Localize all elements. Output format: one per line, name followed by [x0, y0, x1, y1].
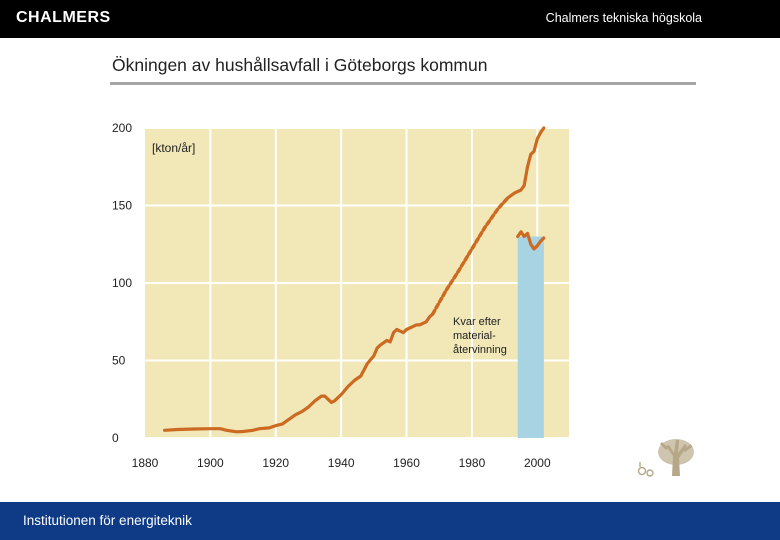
university-name: Chalmers tekniska högskola [545, 11, 702, 25]
x-tick-label: 2000 [524, 456, 551, 470]
x-tick-label: 1960 [393, 456, 420, 470]
series-line-total-1 [430, 196, 510, 316]
series-line-recycling [516, 230, 546, 251]
series-line-total-0 [163, 312, 435, 434]
y-tick-label: 0 [112, 431, 119, 445]
annotation-text: återvinning [453, 344, 507, 356]
footer-bar: Institutionen för energiteknik [0, 502, 780, 540]
x-tick-label: 1880 [132, 456, 159, 470]
department-name: Institutionen för energiteknik [23, 513, 192, 528]
recycling-bar [517, 236, 544, 438]
annotation-text: material- [453, 330, 496, 342]
slide-title: Ökningen av hushållsavfall i Göteborgs k… [112, 55, 488, 75]
y-tick-label: 150 [112, 199, 132, 213]
chalmers-logo: CHALMERS [16, 9, 111, 26]
unit-label: [kton/år] [152, 141, 195, 155]
tree-logo-icon [636, 432, 696, 483]
annotation-text: Kvar efter [453, 316, 501, 328]
y-tick-label: 200 [112, 121, 132, 135]
y-tick-label: 50 [112, 354, 126, 368]
y-tick-label: 100 [112, 276, 132, 290]
x-tick-label: 1940 [328, 456, 355, 470]
x-tick-label: 1920 [262, 456, 289, 470]
x-tick-label: 1900 [197, 456, 224, 470]
x-tick-label: 1980 [459, 456, 486, 470]
series-line-total-2 [506, 126, 546, 200]
title-divider [110, 82, 696, 85]
header-bar: CHALMERS Chalmers tekniska högskola [0, 0, 780, 38]
